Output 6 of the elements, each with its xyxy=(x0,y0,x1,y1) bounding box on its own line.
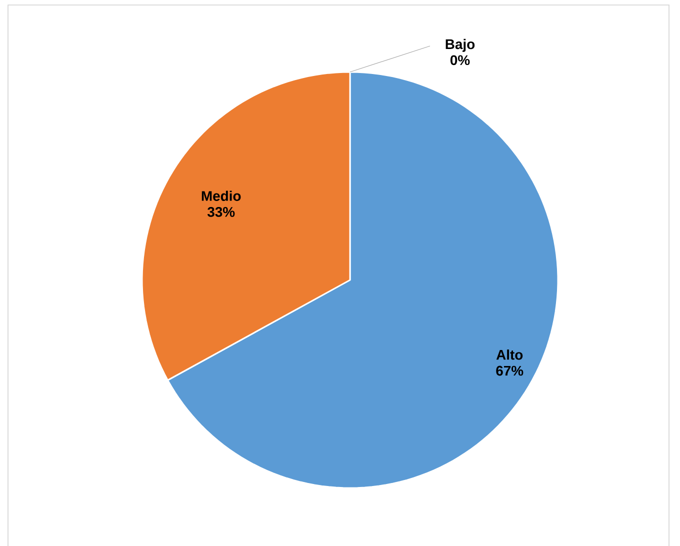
data-label: 67% xyxy=(496,366,524,376)
slice-label: Alto xyxy=(496,350,523,360)
text: 0% xyxy=(450,55,470,66)
category-label: Bajo xyxy=(446,38,475,52)
slice-label: Medio xyxy=(202,190,241,201)
data-label: 33% xyxy=(207,206,235,217)
